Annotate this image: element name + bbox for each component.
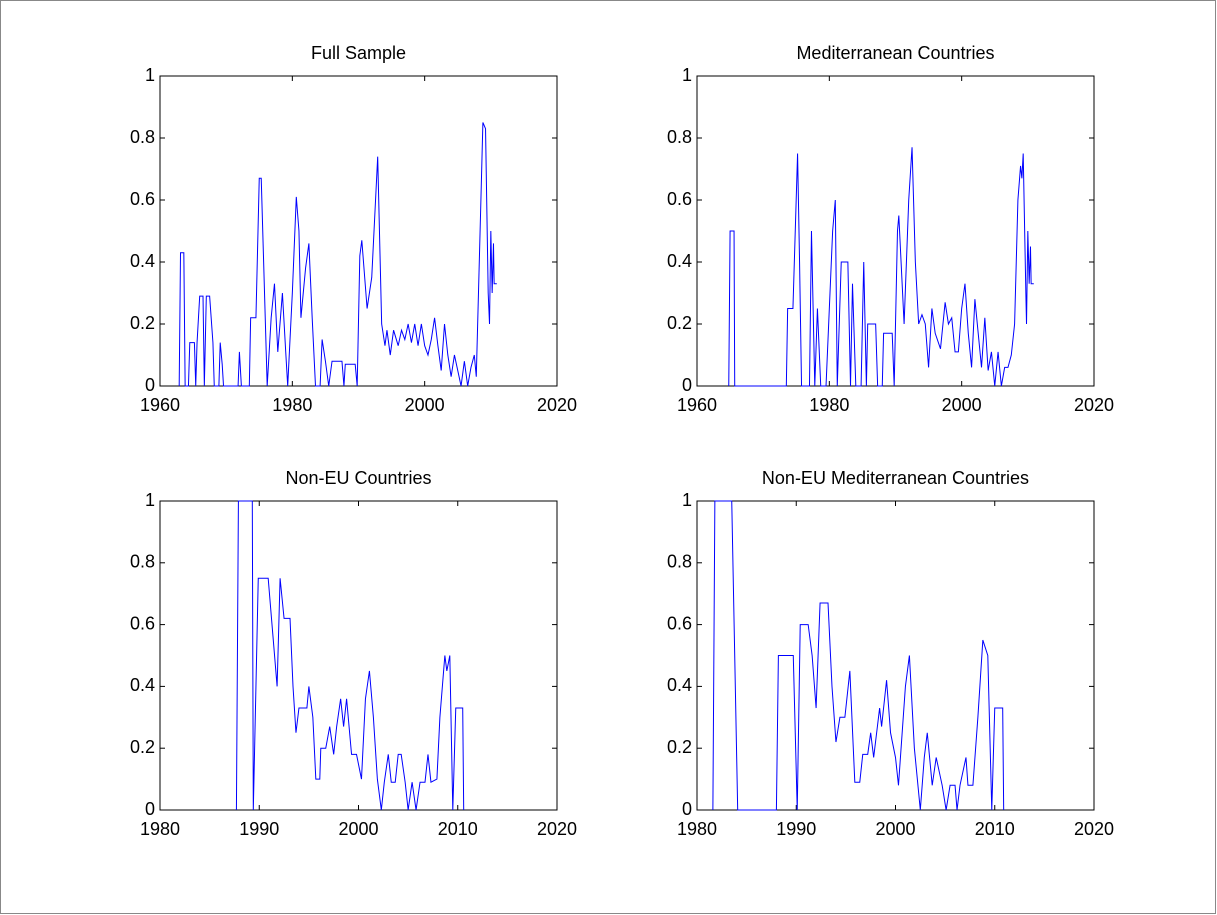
y-tick-label: 0.4 <box>667 675 692 695</box>
x-tick-label: 2000 <box>875 819 915 839</box>
y-tick-label: 0.4 <box>130 675 155 695</box>
x-tick-label: 2020 <box>1074 819 1114 839</box>
y-tick-label: 0.8 <box>667 552 692 572</box>
x-tick-label: 2000 <box>405 395 445 415</box>
y-tick-label: 0.8 <box>667 127 692 147</box>
y-tick-label: 0.6 <box>130 189 155 209</box>
x-tick-label: 2020 <box>537 395 577 415</box>
x-tick-label: 1980 <box>677 819 717 839</box>
y-tick-label: 1 <box>682 490 692 510</box>
chart-title: Non-EU Countries <box>285 468 431 488</box>
chart-title: Full Sample <box>311 43 406 63</box>
chart-title: Non-EU Mediterranean Countries <box>762 468 1029 488</box>
data-line <box>178 122 497 387</box>
x-tick-label: 1990 <box>776 819 816 839</box>
x-tick-label: 1980 <box>140 819 180 839</box>
y-tick-label: 0.4 <box>667 251 692 271</box>
y-tick-label: 0.2 <box>667 313 692 333</box>
x-tick-label: 2020 <box>1074 395 1114 415</box>
x-tick-label: 2000 <box>942 395 982 415</box>
y-tick-label: 0.2 <box>667 737 692 757</box>
x-tick-label: 2020 <box>537 819 577 839</box>
y-tick-label: 1 <box>145 65 155 85</box>
x-tick-label: 1980 <box>809 395 849 415</box>
y-tick-label: 1 <box>145 490 155 510</box>
y-tick-label: 0 <box>682 375 692 395</box>
y-tick-label: 0.4 <box>130 251 155 271</box>
y-tick-label: 0.8 <box>130 127 155 147</box>
y-tick-label: 0 <box>145 799 155 819</box>
y-tick-label: 1 <box>682 65 692 85</box>
data-line <box>712 500 1005 811</box>
y-tick-label: 0.6 <box>667 189 692 209</box>
x-tick-label: 1960 <box>140 395 180 415</box>
y-tick-label: 0.6 <box>130 613 155 633</box>
x-tick-label: 2010 <box>438 819 478 839</box>
data-line <box>235 500 465 811</box>
x-tick-label: 1960 <box>677 395 717 415</box>
axes-box <box>696 500 1095 811</box>
y-tick-label: 0.2 <box>130 737 155 757</box>
x-tick-label: 1980 <box>272 395 312 415</box>
y-tick-label: 0.2 <box>130 313 155 333</box>
x-tick-label: 2000 <box>338 819 378 839</box>
x-tick-label: 1990 <box>239 819 279 839</box>
y-tick-label: 0.6 <box>667 613 692 633</box>
chart-title: Mediterranean Countries <box>796 43 994 63</box>
data-line <box>728 147 1034 387</box>
y-tick-label: 0 <box>145 375 155 395</box>
axes-box <box>159 500 558 811</box>
x-tick-label: 2010 <box>975 819 1015 839</box>
y-tick-label: 0 <box>682 799 692 819</box>
y-tick-label: 0.8 <box>130 552 155 572</box>
